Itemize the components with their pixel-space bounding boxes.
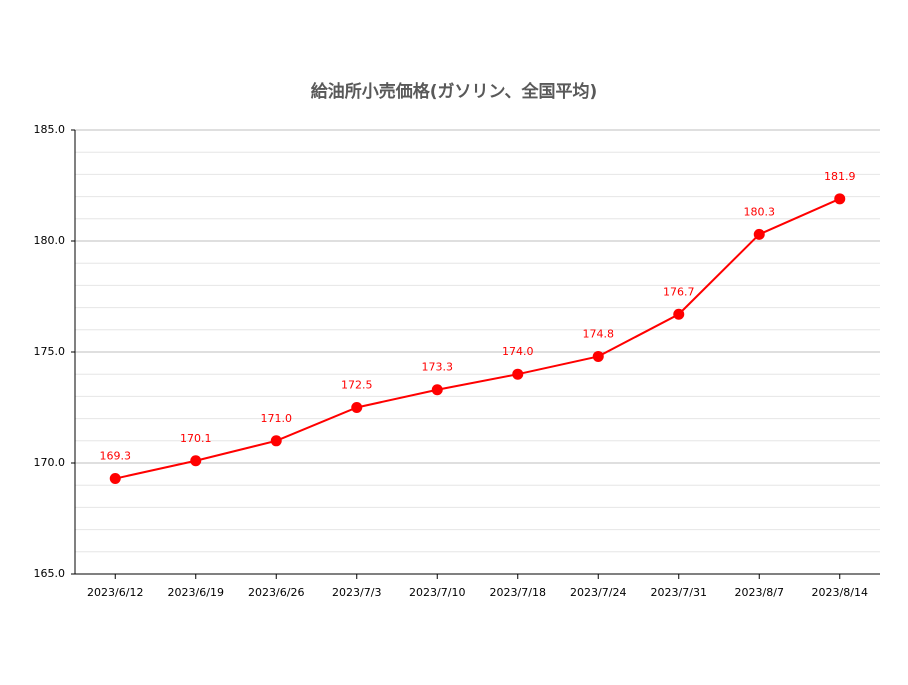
data-label: 181.9 <box>824 170 856 183</box>
marker <box>673 308 685 320</box>
data-label: 174.0 <box>502 345 534 358</box>
marker <box>753 228 765 240</box>
x-tick-label: 2023/8/7 <box>735 586 784 599</box>
y-tick-label: 185.0 <box>34 123 66 136</box>
y-tick-label: 165.0 <box>34 567 66 580</box>
data-label: 171.0 <box>261 412 293 425</box>
data-label: 172.5 <box>341 379 373 392</box>
data-label: 169.3 <box>100 450 132 463</box>
marker <box>190 455 202 467</box>
marker <box>592 350 604 362</box>
marker <box>431 384 443 396</box>
marker <box>109 473 121 485</box>
x-tick-label: 2023/7/10 <box>409 586 465 599</box>
y-tick-label: 180.0 <box>34 234 66 247</box>
data-label: 176.7 <box>663 285 695 298</box>
x-tick-label: 2023/6/12 <box>87 586 143 599</box>
marker <box>270 435 282 447</box>
data-label: 174.8 <box>583 327 615 340</box>
x-tick-label: 2023/6/26 <box>248 586 304 599</box>
chart-title: 給油所小売価格(ガソリン、全国平均) <box>311 81 598 102</box>
y-tick-label: 170.0 <box>34 456 66 469</box>
marker <box>351 402 363 413</box>
data-label: 170.1 <box>180 432 212 445</box>
marker <box>512 368 524 380</box>
x-tick-label: 2023/7/24 <box>570 586 626 599</box>
marker <box>834 193 846 205</box>
x-tick-label: 2023/7/18 <box>490 586 546 599</box>
data-label: 180.3 <box>744 205 776 218</box>
x-tick-label: 2023/6/19 <box>168 586 224 599</box>
y-tick-label: 175.0 <box>34 345 66 358</box>
x-tick-label: 2023/8/14 <box>812 586 868 599</box>
x-tick-label: 2023/7/31 <box>651 586 707 599</box>
data-label: 173.3 <box>422 361 454 374</box>
line <box>115 197 841 480</box>
x-tick-label: 2023/7/3 <box>332 586 381 599</box>
